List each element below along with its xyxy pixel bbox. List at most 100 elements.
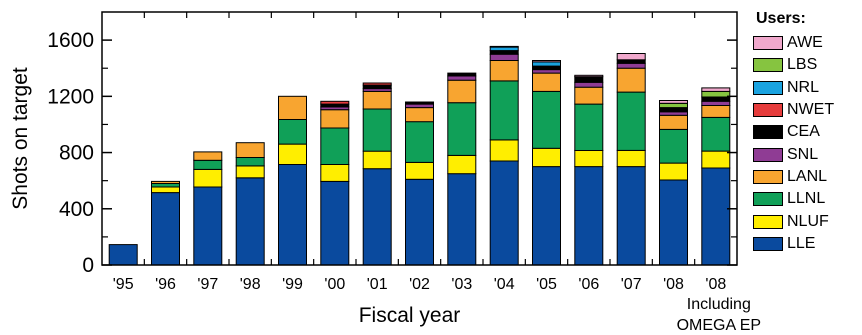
bar-segment-cea-14 (701, 96, 731, 102)
x-tick-label: '01 (367, 276, 388, 293)
x-sublabel-line2: OMEGA EP (677, 317, 761, 334)
bar-segment-nluf-12 (616, 149, 646, 168)
bar-segment-lanl-2 (193, 151, 223, 161)
x-tick-label: '06 (578, 276, 599, 293)
bar-segment-llnl-7 (405, 121, 434, 163)
bar-segment-awe-11 (574, 74, 604, 78)
bar-segment-lle-9 (489, 160, 519, 266)
legend-item-llnl: LLNL (753, 188, 858, 210)
bar-segment-llnl-13 (659, 128, 688, 164)
legend-swatch (753, 147, 783, 162)
x-tick-label: '05 (536, 276, 557, 293)
bar-segment-cea-6 (362, 84, 392, 90)
x-tick-label: '07 (621, 276, 642, 293)
bar-segment-llnl-14 (701, 116, 731, 152)
bar-segment-lanl-1 (151, 180, 180, 184)
bar-segment-snl-9 (489, 53, 519, 62)
y-tick-label: 800 (59, 142, 94, 165)
y-tick-label: 1200 (47, 85, 94, 108)
legend-item-lle: LLE (753, 233, 858, 255)
legend-label: LANL (787, 167, 828, 185)
y-axis: 0 400 800 1200 1600 (47, 29, 737, 277)
legend-title: Users: (756, 10, 806, 27)
bar-segment-llnl-2 (193, 159, 223, 170)
bar-segment-lbs-13 (659, 102, 688, 109)
bar-segment-lle-7 (405, 178, 434, 266)
bar-segment-nluf-7 (405, 161, 434, 180)
bar-segment-lanl-3 (235, 142, 265, 158)
bar-segment-nrl-9 (489, 46, 519, 52)
bar-segment-cea-8 (447, 72, 477, 77)
legend-label: NWET (787, 101, 835, 119)
legend-item-nwet: NWET (753, 99, 858, 121)
legend-swatch (753, 58, 783, 73)
bar-segment-cea-9 (489, 50, 519, 55)
bar-segment-cea-11 (574, 76, 604, 83)
legend-item-awe: AWE (753, 32, 858, 54)
bar-segment-lanl-9 (489, 60, 519, 82)
legend-swatch (753, 236, 783, 251)
bar-segment-nrl-10 (532, 61, 561, 67)
y-tick-label: 1600 (47, 29, 94, 52)
legend-item-lbs: LBS (753, 54, 858, 76)
x-tick-label: '04 (494, 276, 515, 293)
legend-label: NLUF (787, 212, 829, 230)
bar-segment-snl-14 (701, 100, 731, 107)
bar-segment-llnl-9 (489, 80, 519, 141)
bar-segment-nluf-9 (489, 139, 519, 162)
x-tick-label: '99 (282, 276, 303, 293)
bar-segment-snl-7 (405, 103, 434, 109)
bar-segment-awe-10 (532, 60, 561, 63)
bar-segment-lle-10 (532, 166, 561, 266)
bar-segment-llnl-12 (616, 91, 646, 151)
x-tick-label: '96 (155, 276, 176, 293)
bar-segment-cea-13 (659, 107, 688, 113)
bar-segment-lle-1 (151, 192, 180, 266)
legend-label: CEA (787, 123, 820, 141)
bar-segment-snl-11 (574, 81, 604, 88)
x-axis: '95 '96 '97 '98 '99 '00 '01 '02 '03 '04 '05 '06 '07 '… (113, 12, 761, 334)
x-sublabel-line1: Including (687, 296, 751, 313)
bar-segment-lle-14 (701, 167, 731, 266)
legend-label: LLE (787, 234, 816, 252)
bar-segment-lanl-8 (447, 79, 477, 104)
bar-segment-lanl-14 (701, 105, 731, 118)
bars-layer (108, 45, 731, 266)
y-tick-label: 0 (82, 254, 94, 277)
legend-swatch (753, 125, 783, 140)
x-axis-title: Fiscal year (359, 304, 461, 327)
legend: Users: AWE LBS NRL NWET CEA SNL LANL LLNL NLUF LL… (753, 6, 858, 255)
bar-segment-nwet-6 (362, 82, 392, 86)
bar-segment-nluf-1 (151, 186, 180, 194)
bar-segment-lle-6 (362, 168, 392, 266)
bar-segment-awe-12 (616, 53, 646, 61)
legend-swatch (753, 169, 783, 184)
bar-segment-nluf-3 (235, 165, 265, 179)
legend-item-nluf: NLUF (753, 210, 858, 232)
y-axis-title: Shots on target (9, 67, 32, 210)
bar-segment-lle-5 (320, 180, 350, 266)
bar-segment-nluf-8 (447, 154, 477, 175)
bar-segment-lle-3 (235, 177, 265, 266)
legend-swatch (753, 80, 783, 95)
bar-segment-llnl-11 (574, 103, 604, 151)
bar-segment-llnl-1 (151, 183, 180, 188)
bar-segment-lle-13 (659, 179, 688, 266)
legend-item-lanl: LANL (753, 166, 858, 188)
bar-segment-snl-12 (616, 62, 646, 69)
legend-swatch (753, 192, 783, 207)
bar-segment-snl-10 (532, 69, 561, 74)
legend-item-nrl: NRL (753, 77, 858, 99)
bar-segment-nluf-14 (701, 150, 731, 169)
bar-segment-llnl-6 (362, 108, 392, 152)
bar-segment-lle-8 (447, 173, 477, 266)
x-tick-label: '00 (324, 276, 345, 293)
legend-swatch (753, 36, 783, 51)
bar-segment-cea-12 (616, 59, 646, 64)
bar-segment-awe-14 (701, 87, 731, 92)
bar-segment-lle-11 (574, 166, 604, 266)
bar-segment-lle-4 (278, 164, 307, 266)
bar-segment-lanl-5 (320, 109, 350, 129)
legend-label: LLNL (787, 190, 826, 208)
legend-item-snl: SNL (753, 143, 858, 165)
